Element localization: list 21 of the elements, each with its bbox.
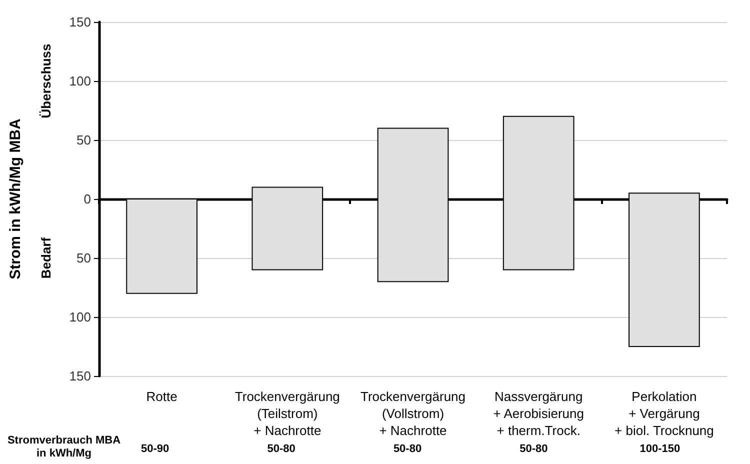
text: Stromverbrauch MBA in kWh/Mg	[7, 434, 121, 460]
y-tick-label: 0	[84, 192, 91, 206]
x-tick-label: Nassvergärung + Aerobisierung + therm.Trock.	[493, 389, 584, 438]
y-tick-label: 50	[76, 132, 91, 148]
text: Überschuss	[38, 44, 54, 118]
text: 50-90	[141, 443, 170, 455]
text: 100-150	[640, 443, 680, 455]
y-tick-label: 50	[76, 250, 91, 266]
y-tick-label: 100	[69, 74, 91, 88]
y-tick-label: 150	[69, 14, 91, 30]
text: 50-80	[267, 443, 296, 455]
x-tick-label: Trockenvergärung (Teilstrom) + Nachrotte	[234, 389, 340, 438]
x-tick-label: Rotte	[146, 389, 178, 404]
y-axis-title: Strom in kWh/Mg MBA	[7, 118, 24, 280]
text: Bedarf	[38, 236, 54, 279]
text: 50-80	[393, 443, 422, 455]
x-tick-label: Trockenvergärung (Vollstrom) + Nachrotte	[360, 389, 466, 438]
y-tick-label: 100	[69, 310, 91, 324]
x-tick-label: Perkolation + Vergärung + biol. Trocknung	[614, 389, 714, 438]
y-tick-label: 150	[69, 368, 91, 384]
text: 50-80	[520, 443, 548, 455]
